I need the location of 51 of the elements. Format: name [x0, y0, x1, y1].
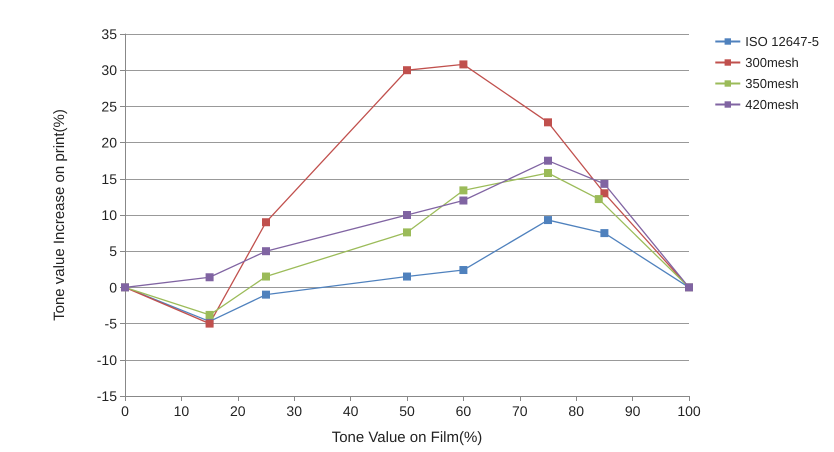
- x-tick-label: 90: [624, 403, 641, 419]
- point: [600, 189, 608, 198]
- point: [459, 60, 468, 68]
- y-tick-label: 35: [101, 26, 118, 42]
- point: [544, 216, 552, 224]
- x-tick-label: 20: [230, 403, 246, 419]
- y-tick-label: 25: [101, 98, 118, 114]
- y-tick-label: 30: [101, 62, 118, 78]
- point: [459, 196, 468, 205]
- x-tick-label: 80: [568, 403, 584, 419]
- point: [600, 180, 608, 188]
- y-tick-label: 20: [101, 134, 118, 151]
- point: [206, 310, 214, 319]
- point: [403, 228, 411, 236]
- point: [403, 66, 411, 74]
- x-tick-label: 60: [456, 403, 472, 419]
- x-tick-label: 0: [121, 403, 130, 419]
- y-axis-title: Tone value Increase on print(%): [51, 109, 68, 321]
- point: [544, 169, 552, 178]
- x-tick-label: 30: [286, 403, 302, 419]
- y-tick-label: -5: [104, 316, 118, 332]
- point: [594, 195, 603, 204]
- point: [403, 211, 411, 219]
- x-axis-title: Tone Value on Film(%): [332, 429, 482, 446]
- point: [206, 273, 214, 282]
- point: [403, 272, 411, 281]
- point: [459, 266, 468, 274]
- x-tick-label: 40: [342, 403, 359, 419]
- point: [459, 186, 468, 194]
- point: [206, 320, 214, 328]
- point: [544, 156, 552, 165]
- legend-label: 300mesh: [745, 55, 799, 70]
- legend-label: 350mesh: [745, 76, 799, 91]
- y-tick-label: 5: [109, 243, 118, 260]
- y-tick-label: -10: [96, 352, 118, 368]
- x-tick-label: 70: [512, 403, 528, 419]
- point: [544, 118, 552, 126]
- x-tick-label: 50: [399, 403, 415, 419]
- y-tick-label: 15: [101, 170, 118, 187]
- legend-label: 420mesh: [745, 97, 799, 112]
- point: [262, 290, 270, 299]
- y-tick-label: 10: [101, 207, 118, 223]
- point: [262, 247, 270, 256]
- point: [600, 229, 608, 238]
- x-tick-label: 100: [677, 403, 701, 419]
- y-tick-label: 0: [109, 279, 118, 296]
- x-tick-label: 10: [174, 403, 190, 419]
- y-tick-label: -15: [96, 388, 118, 404]
- legend-label: ISO 12647-5: [745, 34, 820, 49]
- point: [262, 272, 270, 281]
- point: [262, 218, 270, 226]
